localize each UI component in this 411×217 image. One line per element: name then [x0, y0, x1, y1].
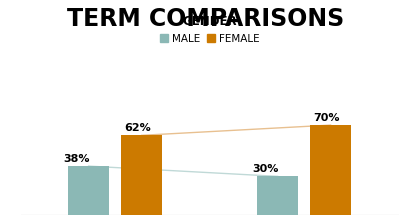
Bar: [310, 125, 351, 215]
Bar: [257, 176, 298, 215]
Text: 62%: 62%: [124, 123, 151, 133]
Bar: [121, 135, 162, 215]
Legend: MALE, FEMALE: MALE, FEMALE: [155, 11, 264, 48]
Bar: [68, 166, 109, 215]
Text: 70%: 70%: [313, 113, 340, 123]
Text: 30%: 30%: [252, 164, 278, 174]
Text: TERM COMPARISONS: TERM COMPARISONS: [67, 7, 344, 31]
Text: 38%: 38%: [63, 154, 89, 164]
